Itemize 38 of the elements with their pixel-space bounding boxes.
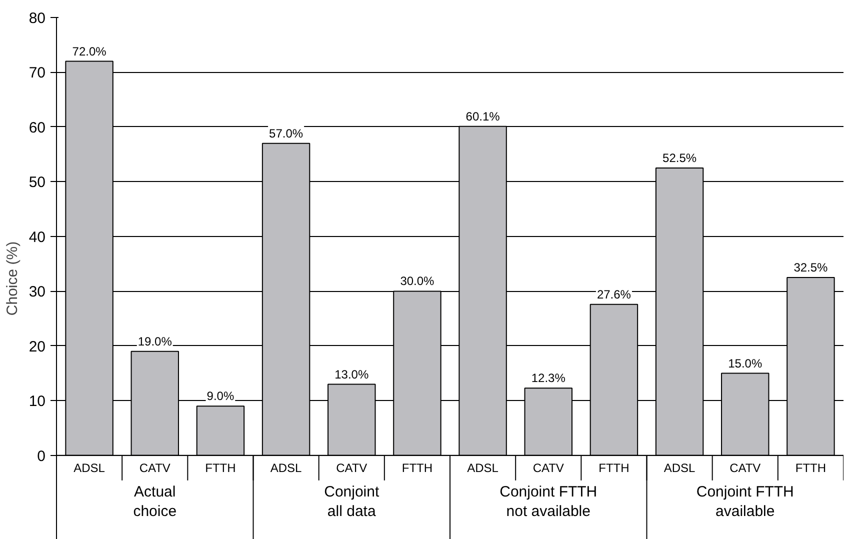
data-label: 72.0% [72,44,107,58]
data-label: 32.5% [794,260,828,275]
data-label: 57.0% [269,126,304,140]
data-label: 30.0% [400,274,435,288]
text: Conjoint all data [324,483,380,520]
data-label: 52.5% [662,151,697,166]
x-tick-label: FTTH [205,460,236,475]
x-tick-label: ADSL [270,460,302,475]
data-label: 15.0% [728,356,762,370]
data-label: 27.6% [596,287,632,302]
y-tick-label: 0 [37,448,46,465]
y-tick-label: 40 [28,228,46,246]
data-label: 19.0% [138,334,172,348]
y-tick-label: 50 [28,174,46,192]
x-tick-label: ADSL [467,460,499,475]
y-tick-label: 70 [28,64,46,82]
x-tick-label: CATV [532,460,564,475]
data-label: 13.0% [334,367,369,382]
x-tick-label: CATV [139,460,170,475]
y-axis-title: Choice (%) [4,241,21,316]
data-label: 12.3% [531,371,566,386]
x-tick-label: ADSL [664,460,696,475]
x-tick-label: CATV [730,460,761,475]
y-tick-label: 10 [28,393,46,410]
x-tick-label: FTTH [402,460,433,475]
y-tick-label: 60 [28,119,46,136]
data-label: 9.0% [206,389,234,404]
text: Actual choice [133,483,177,520]
data-label: 60.1% [466,109,500,124]
y-tick-label: 80 [28,10,46,27]
y-tick-label: 20 [28,338,46,356]
x-tick-label: FTTH [795,460,826,475]
text: Conjoint FTTH not available [500,483,598,520]
text: Conjoint FTTH available [696,483,794,520]
x-tick-label: FTTH [598,460,630,475]
x-tick-label: ADSL [74,460,106,475]
x-tick-label: CATV [336,460,368,475]
y-tick-label: 30 [28,284,46,301]
